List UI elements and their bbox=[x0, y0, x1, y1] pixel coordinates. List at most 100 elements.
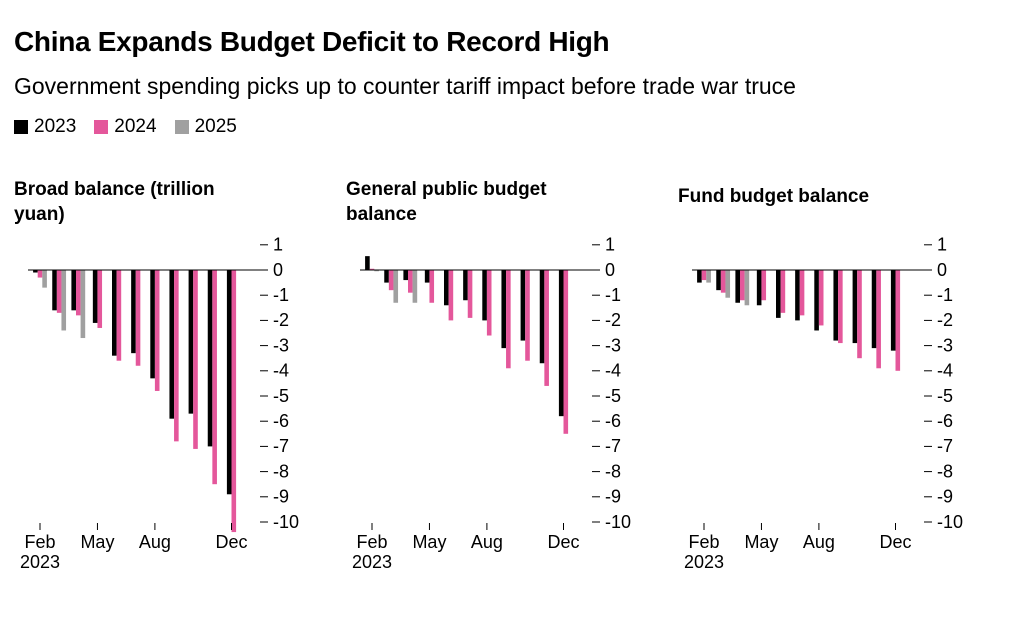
bar bbox=[150, 270, 155, 379]
bar bbox=[744, 270, 750, 306]
bar bbox=[520, 270, 526, 341]
legend-swatch bbox=[174, 120, 189, 134]
y-tick-label: -4 bbox=[273, 361, 289, 381]
subtitle: Government spending picks up to counter … bbox=[14, 73, 796, 99]
bar bbox=[857, 270, 862, 359]
bar bbox=[558, 270, 564, 417]
bar bbox=[706, 270, 711, 283]
title: China Expands Budget Deficit to Record H… bbox=[14, 26, 610, 57]
bar bbox=[506, 270, 511, 369]
bar bbox=[71, 270, 76, 311]
y-tick-label: -9 bbox=[605, 487, 621, 507]
x-tick-label: Aug bbox=[139, 532, 171, 552]
x-tick-label: May bbox=[80, 532, 114, 552]
y-tick-label: -9 bbox=[937, 487, 953, 507]
bar bbox=[833, 270, 839, 341]
legend-item: 2023 bbox=[14, 116, 76, 138]
y-tick-label: 1 bbox=[273, 235, 283, 255]
bar bbox=[116, 270, 122, 361]
y-tick-label: -6 bbox=[273, 411, 289, 431]
bar bbox=[56, 270, 62, 313]
bar bbox=[482, 270, 487, 321]
bar bbox=[61, 270, 67, 331]
bar bbox=[544, 270, 549, 386]
bar bbox=[697, 270, 702, 283]
y-tick-label: -4 bbox=[937, 361, 953, 381]
bar bbox=[525, 270, 530, 361]
bar bbox=[112, 270, 117, 356]
x-tick-label: Feb 2023 bbox=[352, 532, 392, 572]
legend-label: 2025 bbox=[194, 116, 237, 137]
bar bbox=[735, 270, 740, 303]
x-tick-label: Dec bbox=[215, 532, 247, 552]
legend-label: 2024 bbox=[114, 116, 157, 137]
bar bbox=[131, 270, 136, 354]
bar bbox=[374, 270, 379, 272]
bar bbox=[701, 270, 707, 281]
bar bbox=[799, 270, 805, 316]
bar bbox=[212, 270, 217, 485]
y-tick-label: -8 bbox=[273, 461, 289, 481]
panel-title: General public budget balance bbox=[346, 179, 547, 225]
x-tick-label: May bbox=[412, 532, 446, 552]
bar bbox=[876, 270, 881, 369]
legend-label: 2023 bbox=[34, 116, 77, 137]
bar bbox=[174, 270, 179, 442]
bar bbox=[776, 270, 781, 318]
x-tick-label: Dec bbox=[879, 532, 911, 552]
bar bbox=[193, 270, 198, 449]
bar bbox=[795, 270, 800, 321]
bar bbox=[80, 270, 86, 339]
y-tick-label: -2 bbox=[273, 310, 289, 330]
bar bbox=[226, 270, 232, 495]
y-tick-label: -3 bbox=[273, 335, 289, 355]
y-tick-label: -6 bbox=[605, 411, 621, 431]
bar bbox=[716, 270, 721, 291]
y-tick-label: -8 bbox=[605, 461, 621, 481]
bar bbox=[135, 270, 141, 366]
panel-title: Fund budget balance bbox=[678, 186, 870, 207]
y-tick-label: -10 bbox=[605, 512, 631, 532]
bar bbox=[42, 270, 47, 288]
y-tick-label: -1 bbox=[273, 285, 289, 305]
bar bbox=[838, 270, 843, 344]
bar bbox=[814, 270, 819, 331]
legend-swatch bbox=[94, 120, 109, 134]
y-tick-label: -5 bbox=[273, 386, 289, 406]
bar bbox=[467, 270, 473, 318]
x-tick-label: Feb 2023 bbox=[20, 532, 60, 572]
bar bbox=[37, 270, 43, 278]
x-tick-label: May bbox=[744, 532, 778, 552]
bar bbox=[33, 270, 38, 273]
y-tick-label: -1 bbox=[937, 285, 953, 305]
y-tick-label: -3 bbox=[937, 335, 953, 355]
x-tick-label: Dec bbox=[547, 532, 579, 552]
y-tick-label: -7 bbox=[273, 436, 289, 456]
y-tick-label: -7 bbox=[605, 436, 621, 456]
bar bbox=[365, 256, 370, 270]
y-tick-label: -7 bbox=[937, 436, 953, 456]
bar bbox=[539, 270, 545, 364]
y-tick-label: 0 bbox=[605, 260, 615, 280]
y-tick-label: -1 bbox=[605, 285, 621, 305]
bar bbox=[720, 270, 726, 293]
y-tick-label: -6 bbox=[937, 411, 953, 431]
legend-item: 2025 bbox=[174, 116, 237, 138]
y-tick-label: 1 bbox=[605, 235, 615, 255]
bar bbox=[780, 270, 786, 313]
bar bbox=[871, 270, 877, 349]
bar bbox=[563, 270, 569, 434]
bar bbox=[154, 270, 160, 391]
bar bbox=[448, 270, 454, 321]
bar bbox=[403, 270, 408, 281]
y-tick-label: 1 bbox=[937, 235, 947, 255]
y-tick-label: -5 bbox=[937, 386, 953, 406]
bar bbox=[412, 270, 418, 303]
bar bbox=[231, 270, 237, 533]
legend: 2023 2024 2025 bbox=[14, 116, 237, 138]
bar bbox=[393, 270, 399, 303]
bar bbox=[408, 270, 413, 293]
bar bbox=[388, 270, 394, 291]
